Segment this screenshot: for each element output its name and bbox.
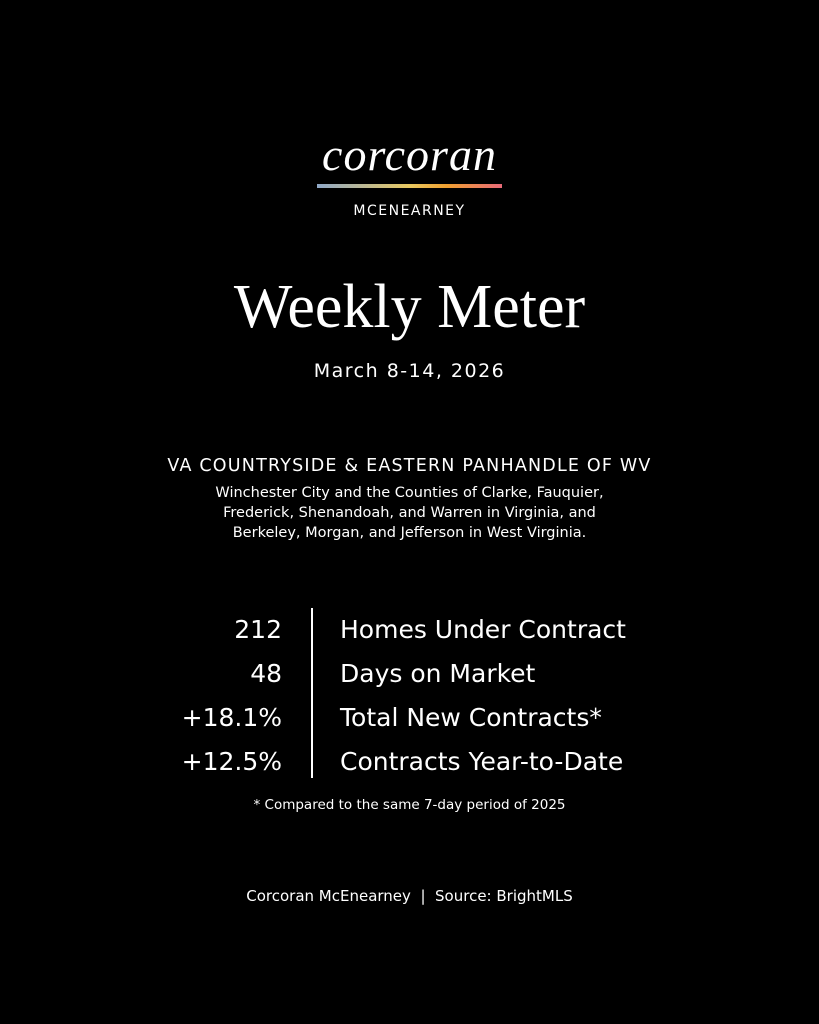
stats-divider — [311, 608, 313, 778]
footer-source: Corcoran McEnearney | Source: BrightMLS — [246, 887, 573, 905]
stat-row: 48 Days on Market — [0, 659, 819, 703]
stat-value: +18.1% — [181, 703, 282, 732]
page-title: Weekly Meter — [233, 273, 586, 341]
stat-label: Days on Market — [340, 659, 536, 688]
stat-value: 48 — [250, 659, 282, 688]
stat-value: +12.5% — [181, 747, 282, 776]
corcoran-logo: corcoran — [322, 129, 497, 180]
stat-value: 212 — [234, 615, 282, 644]
logo-subbrand: MCENEARNEY — [353, 203, 466, 219]
stat-label: Contracts Year-to-Date — [340, 747, 624, 776]
stat-row: +18.1% Total New Contracts* — [0, 703, 819, 747]
region-description: Winchester City and the Counties of Clar… — [0, 483, 819, 543]
region-line: Winchester City and the Counties of Clar… — [215, 485, 604, 501]
region-line: Berkeley, Morgan, and Jefferson in West … — [232, 525, 587, 541]
stat-row: 212 Homes Under Contract — [0, 615, 819, 659]
region-line: Frederick, Shenandoah, and Warren in Vir… — [223, 505, 596, 521]
stat-label: Total New Contracts* — [340, 703, 602, 732]
logo-gradient-bar — [317, 184, 502, 188]
stat-label: Homes Under Contract — [340, 615, 626, 644]
region-heading: VA COUNTRYSIDE & EASTERN PANHANDLE OF WV — [167, 456, 652, 476]
footnote: * Compared to the same 7-day period of 2… — [253, 797, 566, 813]
date-range: March 8-14, 2026 — [313, 360, 506, 382]
stat-row: +12.5% Contracts Year-to-Date — [0, 747, 819, 791]
